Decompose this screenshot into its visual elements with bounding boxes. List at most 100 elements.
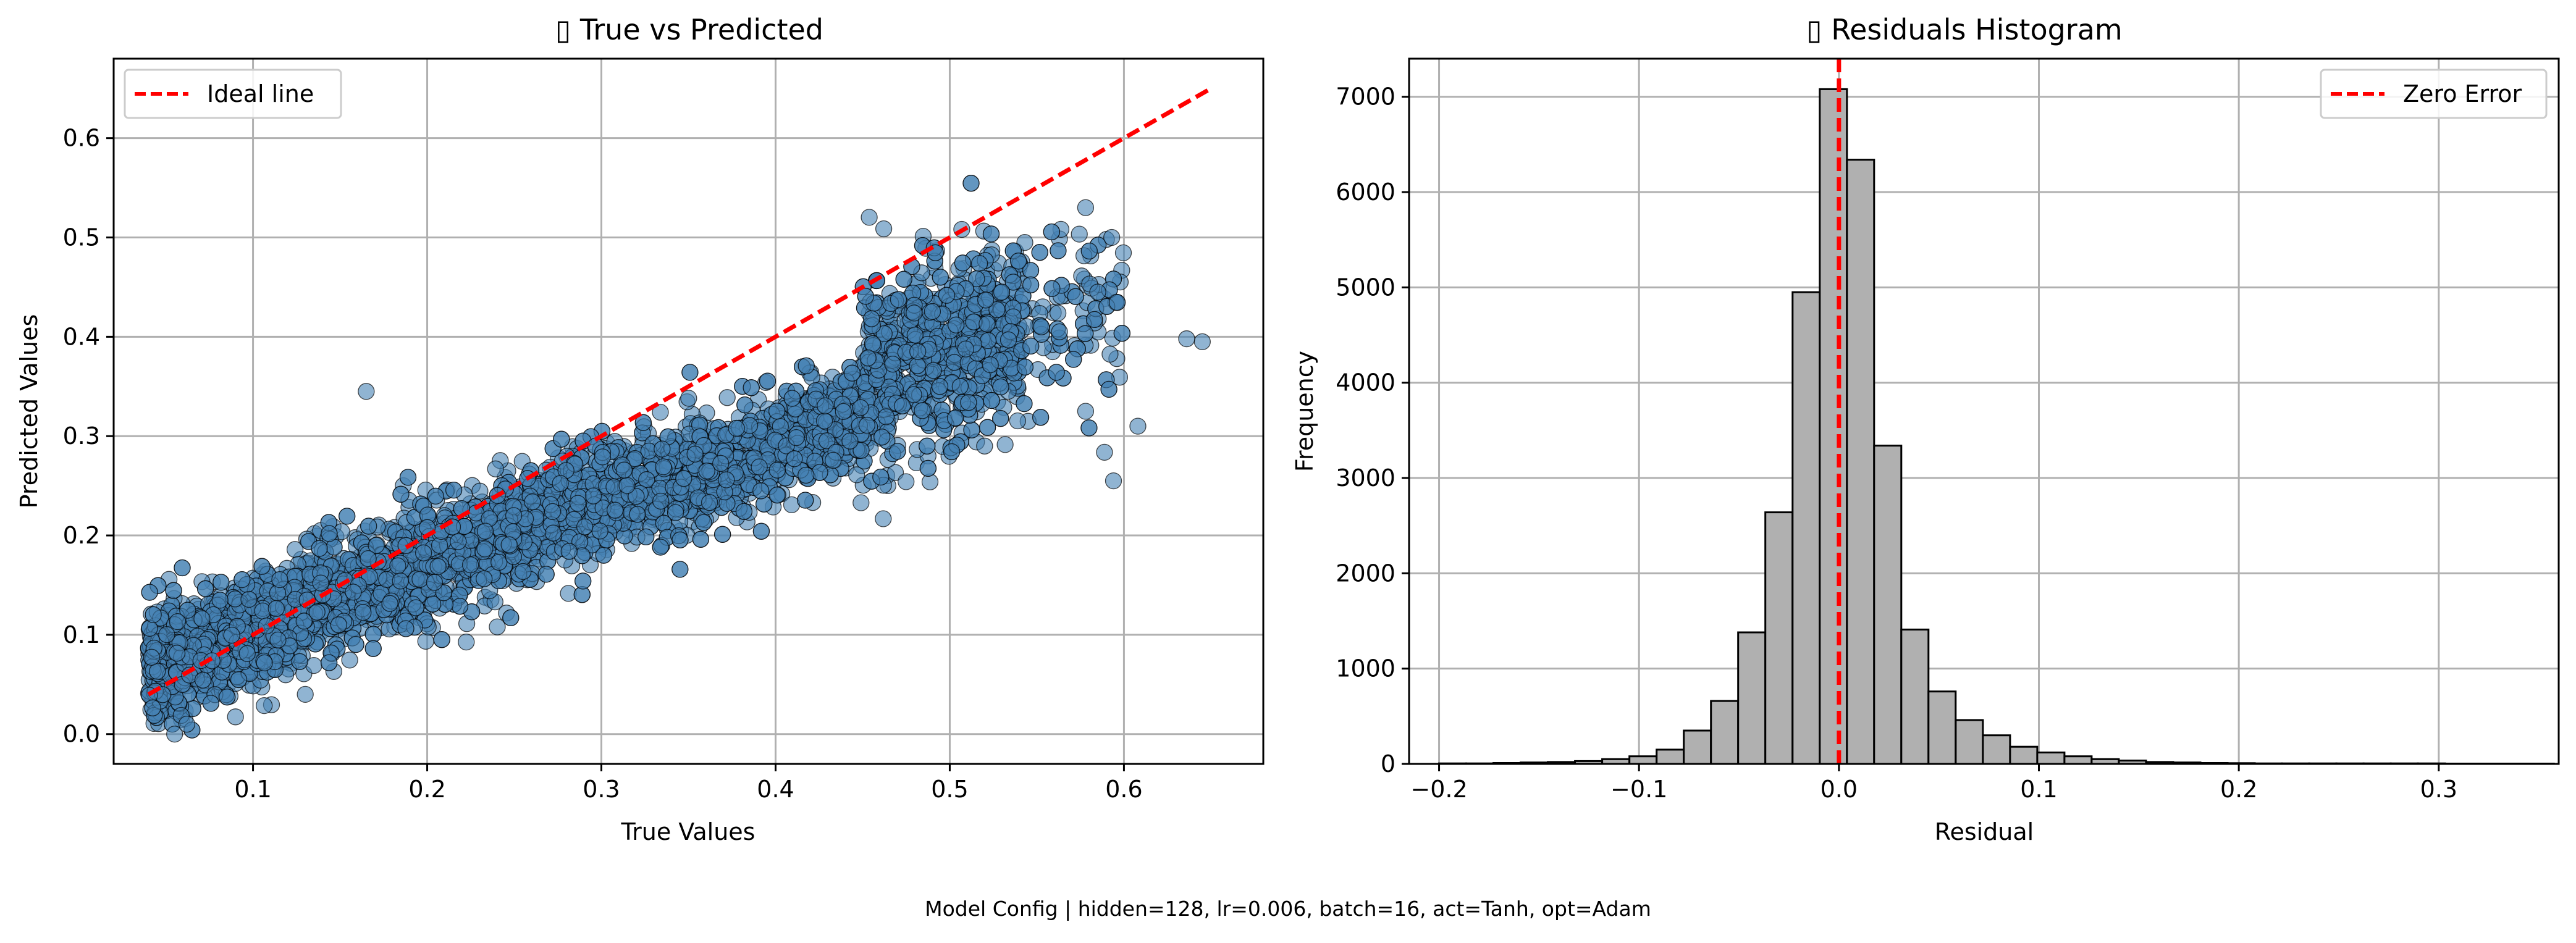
scatter-point <box>227 708 244 726</box>
scatter-point <box>433 631 450 648</box>
scatter-point <box>1033 318 1050 335</box>
scatter-point <box>1096 443 1113 461</box>
scatter-point <box>919 437 936 455</box>
scatter-point <box>848 466 865 484</box>
scatter-point <box>962 175 980 192</box>
scatter-point <box>634 414 652 431</box>
scatter-point <box>426 574 443 591</box>
scatter-point <box>553 430 570 448</box>
scatter-point <box>843 364 861 382</box>
scatter-point <box>1022 276 1040 293</box>
scatter-point <box>811 464 828 481</box>
scatter-point <box>141 584 158 601</box>
scatter-point <box>1100 380 1118 398</box>
scatter-point <box>341 652 358 669</box>
scatter-point <box>1016 395 1033 413</box>
scatter-point <box>1071 225 1088 243</box>
scatter-point <box>671 561 689 578</box>
scatter-point <box>399 469 417 486</box>
scatter-point <box>993 283 1011 301</box>
scatter-point <box>320 654 338 671</box>
scatter-point <box>743 379 760 396</box>
scatter-point <box>852 494 870 511</box>
scatter-point <box>652 492 670 510</box>
scatter-point <box>1086 311 1103 329</box>
scatter-point <box>852 399 869 416</box>
scatter-point <box>196 580 214 597</box>
scatter-point <box>898 473 915 490</box>
scatter-point <box>695 514 712 531</box>
scatter-point <box>1032 409 1050 426</box>
scatter-point <box>1004 308 1022 325</box>
scatter-point <box>797 492 814 509</box>
scatter-point <box>638 528 655 546</box>
scatter-point <box>487 460 504 477</box>
scatter-points <box>140 175 1211 743</box>
scatter-point <box>1043 280 1061 297</box>
scatter-point <box>364 626 382 643</box>
scatter-point <box>490 553 508 571</box>
scatter-point <box>992 409 1009 427</box>
scatter-point <box>145 606 162 624</box>
scatter-point <box>471 482 489 500</box>
scatter-title: ▯ True vs Predicted <box>555 13 823 46</box>
scatter-point <box>1009 253 1027 270</box>
scatter-point <box>982 225 1000 243</box>
scatter-point <box>873 429 891 446</box>
scatter-point <box>219 689 236 706</box>
scatter-point <box>996 436 1014 453</box>
scatter-point <box>979 419 996 436</box>
scatter-point <box>718 389 736 406</box>
scatter-point <box>759 372 777 390</box>
scatter-point <box>364 640 382 657</box>
scatter-point <box>895 270 912 288</box>
scatter-point <box>515 563 532 580</box>
scatter-point <box>864 335 882 353</box>
scatter-point <box>905 386 922 403</box>
scatter-point <box>417 632 434 650</box>
scatter-point <box>424 595 442 613</box>
scatter-point <box>347 635 364 653</box>
scatter-point <box>230 671 248 689</box>
scatter-point <box>783 390 801 407</box>
scatter-point <box>875 220 893 238</box>
scatter-point <box>914 402 931 419</box>
scatter-point <box>1067 288 1084 305</box>
scatter-point <box>256 697 273 715</box>
scatter-point <box>768 461 786 479</box>
scatter-point <box>502 609 520 627</box>
scatter-point <box>681 364 699 381</box>
scatter-point <box>253 558 271 575</box>
scatter-point <box>970 254 988 272</box>
scatter-point <box>906 326 924 344</box>
scatter-point <box>355 603 372 621</box>
scatter-point <box>932 269 949 286</box>
scatter-point <box>1101 345 1119 363</box>
scatter-point <box>1114 244 1132 262</box>
scatter-point <box>735 503 753 520</box>
scatter-point <box>736 396 754 414</box>
scatter-point <box>835 403 852 421</box>
scatter-point <box>919 459 937 477</box>
scatter-point <box>692 530 710 548</box>
scatter-point <box>1049 304 1067 322</box>
scatter-point <box>655 458 672 476</box>
scatter-point <box>458 633 475 651</box>
figure: ▯ True vs Predicted 0.1 0.2 0.3 0.4 0.5 0.6 0… <box>15 13 2560 845</box>
scatter-point <box>861 209 878 226</box>
scatter-point <box>411 571 429 588</box>
scatter-point <box>305 656 322 674</box>
scatter-point <box>1113 325 1130 342</box>
scatter-point <box>752 522 770 540</box>
scatter-point <box>875 325 893 343</box>
scatter-point <box>1050 242 1067 259</box>
scatter-point <box>875 510 892 527</box>
scatter-point <box>859 349 877 367</box>
scatter-point <box>968 270 985 288</box>
scatter-point <box>537 566 555 583</box>
scatter-point <box>713 526 731 543</box>
scatter-point <box>909 357 926 374</box>
scatter-point <box>877 408 895 425</box>
scatter-point <box>179 601 196 619</box>
scatter-point <box>389 557 406 574</box>
